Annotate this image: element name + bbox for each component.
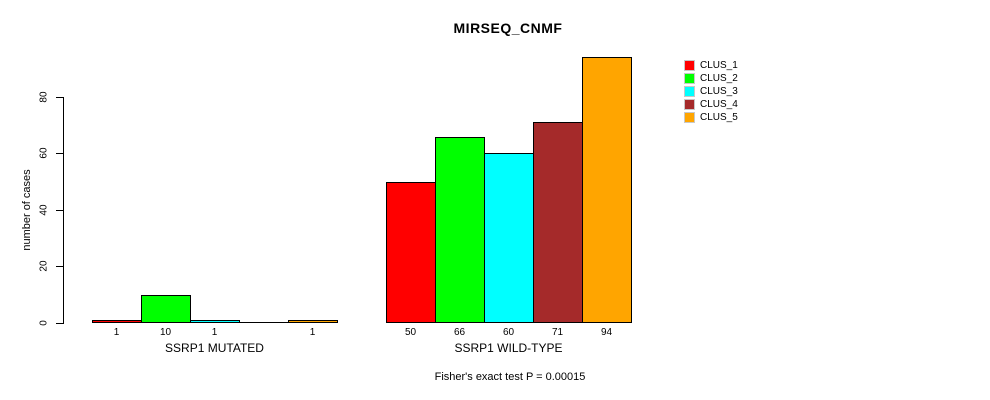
legend-label: CLUS_2 [700,73,738,84]
bar-value-label: 71 [551,327,564,338]
bar-wildtype-clus-3 [484,153,534,323]
legend-label: CLUS_1 [700,60,738,71]
bar-value-label: 60 [502,327,515,338]
legend-item: CLUS_4 [684,98,738,111]
y-axis-tick-mark [56,97,63,98]
legend-item: CLUS_1 [684,59,738,72]
legend-swatch-clus-1 [684,60,695,71]
y-axis-tick-label: 0 [38,320,50,326]
legend: CLUS_1 CLUS_2 CLUS_3 CLUS_4 CLUS_5 [684,59,738,124]
legend-item: CLUS_2 [684,72,738,85]
bar-value-label: 1 [211,327,218,338]
legend-swatch-clus-3 [684,86,695,97]
legend-swatch-clus-4 [684,99,695,110]
bar-value-label: 1 [309,327,316,338]
y-axis-line [63,97,64,324]
bar-wildtype-clus-1 [386,182,436,323]
y-axis-tick-mark [56,153,63,154]
bar-value-label: 10 [159,327,172,338]
y-axis-tick-label: 80 [38,91,50,103]
legend-label: CLUS_4 [700,99,738,110]
bar-mutated-clus-5 [288,320,338,323]
y-axis-tick-label: 20 [38,260,50,272]
bar-mutated-clus-2 [141,295,191,323]
bar-mutated-clus-3 [190,320,240,323]
y-axis-tick-mark [56,210,63,211]
bar-mutated-clus-4 [239,322,289,323]
bar-wildtype-clus-5 [582,57,632,323]
y-axis-tick-label: 40 [38,204,50,216]
legend-swatch-clus-5 [684,112,695,123]
legend-swatch-clus-2 [684,73,695,84]
bar-wildtype-clus-4 [533,122,583,323]
y-axis-tick-mark [56,266,63,267]
x-axis-group-label-mutated: SSRP1 MUTATED [165,341,264,355]
legend-item: CLUS_5 [684,111,738,124]
legend-label: CLUS_5 [700,112,738,123]
legend-label: CLUS_3 [700,86,738,97]
y-axis-tick-label: 60 [38,147,50,159]
y-axis-tick-mark [56,323,63,324]
bar-value-label: 66 [453,327,466,338]
x-axis-group-label-wildtype: SSRP1 WILD-TYPE [454,341,563,355]
bar-wildtype-clus-2 [435,137,485,323]
chart-title: MIRSEQ_CNMF [453,20,563,36]
bar-value-label: 50 [404,327,417,338]
bar-value-label: 94 [600,327,613,338]
fisher-test-caption: Fisher's exact test P = 0.00015 [434,371,586,383]
bar-value-label: 1 [113,327,120,338]
bar-mutated-clus-1 [92,320,142,323]
y-axis-label: number of cases [21,169,33,251]
legend-item: CLUS_3 [684,85,738,98]
